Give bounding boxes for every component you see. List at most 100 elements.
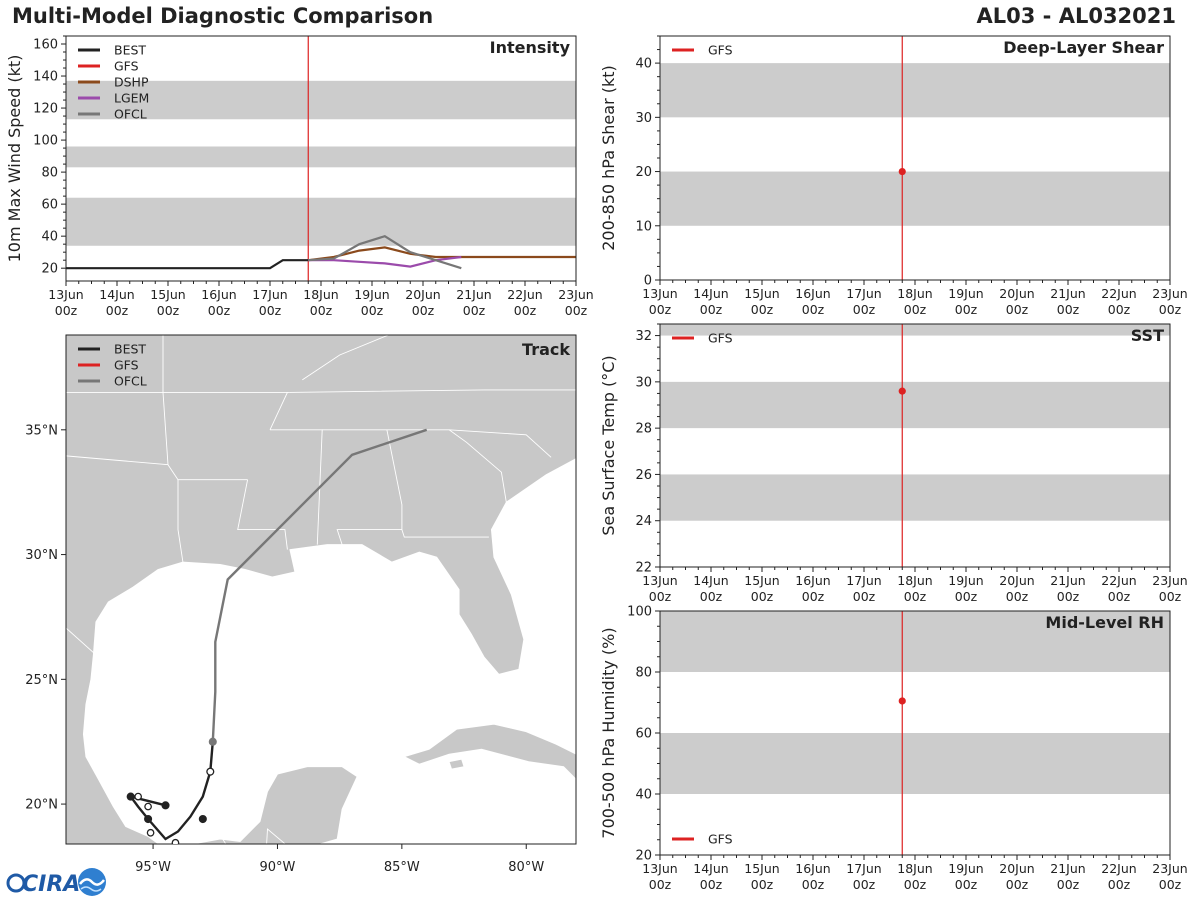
x-tick-label: 00z bbox=[1006, 302, 1029, 317]
x-tick-label: 17Jun bbox=[846, 573, 881, 588]
x-tick-label: 00z bbox=[361, 303, 384, 318]
storm-id: AL03 - AL032021 bbox=[976, 4, 1177, 28]
y-tick-label: 120 bbox=[33, 102, 58, 117]
x-tick-label: 16Jun bbox=[795, 861, 830, 876]
y-axis-label: 700-500 hPa Humidity (%) bbox=[599, 627, 618, 838]
x-tick-label: 18Jun bbox=[897, 573, 932, 588]
legend: GFS bbox=[672, 43, 733, 58]
legend-label-gfs: GFS bbox=[708, 832, 733, 847]
shade-band bbox=[66, 197, 576, 246]
x-tick-label: 00z bbox=[955, 589, 978, 604]
y-tick-label: 22 bbox=[635, 561, 652, 576]
x-tick-label: 00z bbox=[208, 303, 231, 318]
legend-label-gfs: GFS bbox=[708, 43, 733, 58]
track-layer bbox=[126, 428, 428, 844]
x-tick-label: 15Jun bbox=[150, 287, 185, 302]
border-ga-fl bbox=[401, 529, 489, 538]
axes-frame bbox=[659, 323, 1171, 568]
y-tick-label: 40 bbox=[41, 230, 58, 245]
x-tick-label: 21Jun bbox=[1050, 861, 1085, 876]
panel-title: Deep-Layer Shear bbox=[1003, 38, 1164, 57]
x-tick-label: 00z bbox=[955, 302, 978, 317]
shade-band bbox=[660, 733, 1170, 794]
x-tick-label: 90°W bbox=[260, 860, 296, 875]
x-tick-label: 20Jun bbox=[999, 573, 1034, 588]
shade-band bbox=[660, 324, 1170, 336]
border-us-mexico bbox=[66, 627, 99, 658]
y-tick-label: 26 bbox=[635, 468, 652, 483]
x-tick-label: 16Jun bbox=[795, 286, 830, 301]
x-tick-label: 00z bbox=[904, 877, 927, 892]
track-point-ofcl bbox=[208, 737, 217, 746]
x-tick-label: 00z bbox=[1159, 877, 1182, 892]
y-tick-label: 80 bbox=[41, 166, 58, 181]
y-axis-label: Sea Surface Temp (°C) bbox=[599, 355, 618, 535]
y-tick-label: 60 bbox=[635, 727, 652, 742]
x-tick-label: 15Jun bbox=[744, 573, 779, 588]
y-tick-label: 30 bbox=[635, 111, 652, 126]
track-point-best bbox=[171, 838, 180, 844]
panel-title: SST bbox=[1131, 326, 1164, 345]
y-tick-label: 20 bbox=[635, 849, 652, 864]
x-tick-label: 00z bbox=[1057, 877, 1080, 892]
x-tick-label: 00z bbox=[904, 589, 927, 604]
data-point-gfs bbox=[898, 387, 906, 395]
x-tick-label: 00z bbox=[106, 303, 129, 318]
land-cuba bbox=[403, 723, 576, 780]
track-line-best bbox=[127, 741, 214, 841]
x-tick-label: 00z bbox=[955, 877, 978, 892]
legend-label-gfs: GFS bbox=[708, 331, 733, 346]
x-tick-label: 18Jun bbox=[897, 861, 932, 876]
land-north-america bbox=[66, 335, 576, 844]
x-tick-label: 21Jun bbox=[456, 287, 491, 302]
x-tick-label: 17Jun bbox=[846, 286, 881, 301]
x-tick-label: 00z bbox=[751, 877, 774, 892]
shade-band bbox=[660, 474, 1170, 521]
x-tick-label: 00z bbox=[1159, 302, 1182, 317]
track-point-best bbox=[146, 828, 155, 837]
x-tick-label: 00z bbox=[514, 303, 537, 318]
x-tick-label: 00z bbox=[802, 877, 825, 892]
y-tick-label: 35°N bbox=[25, 423, 58, 438]
border-ohio-river bbox=[302, 335, 390, 381]
x-tick-label: 00z bbox=[1006, 589, 1029, 604]
x-tick-label: 19Jun bbox=[948, 573, 983, 588]
x-tick-label: 14Jun bbox=[693, 573, 728, 588]
legend: GFS bbox=[672, 331, 733, 346]
y-tick-label: 20 bbox=[635, 165, 652, 180]
border-la-ms bbox=[237, 479, 288, 550]
shade-band bbox=[66, 146, 576, 168]
x-tick-label: 00z bbox=[700, 302, 723, 317]
page-title: Multi-Model Diagnostic Comparison bbox=[12, 4, 434, 28]
x-tick-label: 00z bbox=[1108, 302, 1131, 317]
x-tick-label: 14Jun bbox=[693, 861, 728, 876]
x-tick-label: 20Jun bbox=[999, 286, 1034, 301]
logo-ring-icon bbox=[6, 873, 26, 893]
y-tick-label: 30 bbox=[635, 375, 652, 390]
border-mississippi-river bbox=[269, 392, 288, 430]
x-tick-label: 13Jun bbox=[48, 287, 83, 302]
x-tick-label: 16Jun bbox=[795, 573, 830, 588]
x-tick-label: 00z bbox=[157, 303, 180, 318]
border-ga-sc bbox=[448, 429, 507, 503]
x-tick-label: 23Jun bbox=[1152, 286, 1187, 301]
x-tick-label: 00z bbox=[259, 303, 282, 318]
x-tick-label: 00z bbox=[853, 877, 876, 892]
x-tick-label: 22Jun bbox=[1101, 573, 1136, 588]
data-point-gfs bbox=[898, 167, 906, 176]
map-layer bbox=[66, 335, 576, 844]
y-tick-label: 20°N bbox=[25, 798, 58, 813]
y-tick-label: 10 bbox=[635, 219, 652, 234]
x-tick-label: 23Jun bbox=[1152, 573, 1187, 588]
track-point-best bbox=[198, 814, 207, 824]
y-tick-label: 60 bbox=[41, 198, 58, 213]
rh-panel: 13Jun00z14Jun00z15Jun00z16Jun00z17Jun00z… bbox=[599, 605, 1188, 893]
axes-frame bbox=[65, 334, 577, 845]
track-point-best bbox=[144, 814, 153, 824]
sst-panel: 13Jun00z14Jun00z15Jun00z16Jun00z17Jun00z… bbox=[599, 323, 1188, 604]
track-point-best bbox=[206, 767, 215, 776]
x-tick-label: 18Jun bbox=[303, 287, 338, 302]
